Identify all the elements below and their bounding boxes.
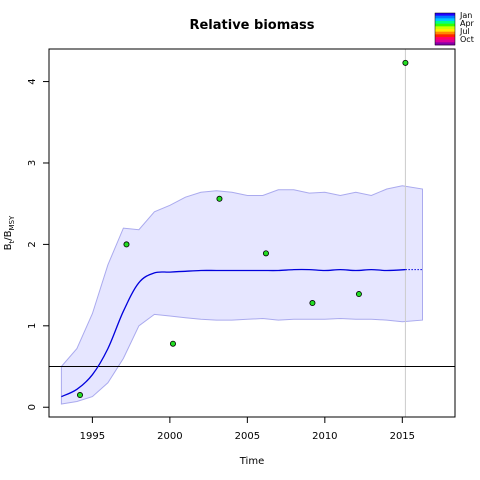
y-axis-label-sub2: MSY bbox=[8, 215, 16, 230]
legend-color-band bbox=[435, 42, 455, 46]
legend-color-band bbox=[435, 13, 455, 16]
y-tick-label: 1 bbox=[27, 323, 38, 329]
x-tick-label: 1995 bbox=[80, 431, 105, 442]
legend-color-band bbox=[435, 21, 455, 24]
x-tick-label: 2015 bbox=[390, 431, 415, 442]
biomass-estimate-line bbox=[61, 268, 406, 398]
legend-color-band bbox=[435, 39, 455, 43]
legend-color-band bbox=[435, 37, 455, 40]
legend-color-band bbox=[435, 15, 455, 19]
y-tick-label: 2 bbox=[27, 241, 38, 247]
y-axis-label-main: B bbox=[3, 243, 14, 250]
legend-color-band bbox=[435, 26, 455, 30]
chart-title: Relative biomass bbox=[189, 18, 314, 33]
observation-point bbox=[169, 340, 176, 347]
legend-label: Jul bbox=[459, 27, 470, 36]
observation-point bbox=[402, 59, 409, 66]
y-axis-label-sub1: t bbox=[8, 240, 16, 243]
x-axis: 1995 2000 2005 2010 2015 bbox=[80, 417, 415, 442]
y-tick-label: 4 bbox=[27, 78, 38, 84]
legend-color-band bbox=[435, 18, 455, 22]
legend-frame bbox=[434, 12, 456, 46]
y-axis-label-sep: /B bbox=[3, 230, 14, 240]
y-tick-label: 3 bbox=[27, 160, 38, 166]
x-tick-label: 2000 bbox=[157, 431, 182, 442]
observation-point bbox=[216, 195, 223, 202]
legend-label: Oct bbox=[460, 35, 474, 44]
y-axis: 0 1 2 3 4 bbox=[27, 78, 49, 410]
x-axis-label: Time bbox=[239, 456, 264, 467]
legend-color-band bbox=[435, 31, 455, 35]
x-tick-label: 2010 bbox=[312, 431, 337, 442]
y-tick-label: 0 bbox=[27, 404, 38, 410]
x-tick-label: 2005 bbox=[235, 431, 260, 442]
legend-label: Jan bbox=[459, 11, 472, 20]
observation-point bbox=[262, 250, 269, 257]
observation-point bbox=[123, 241, 130, 248]
observation-point bbox=[355, 291, 362, 298]
legend-color-band bbox=[435, 34, 455, 38]
y-axis-label: Bt/BMSY bbox=[3, 215, 16, 250]
observation-point bbox=[76, 392, 83, 399]
plot-frame bbox=[48, 48, 456, 418]
observation-point bbox=[309, 300, 316, 307]
legend-color-band bbox=[435, 23, 455, 27]
legend-color-band bbox=[435, 29, 455, 32]
plot-layer bbox=[49, 49, 455, 417]
confidence-band bbox=[60, 185, 423, 405]
legend-label: Apr bbox=[460, 19, 475, 28]
